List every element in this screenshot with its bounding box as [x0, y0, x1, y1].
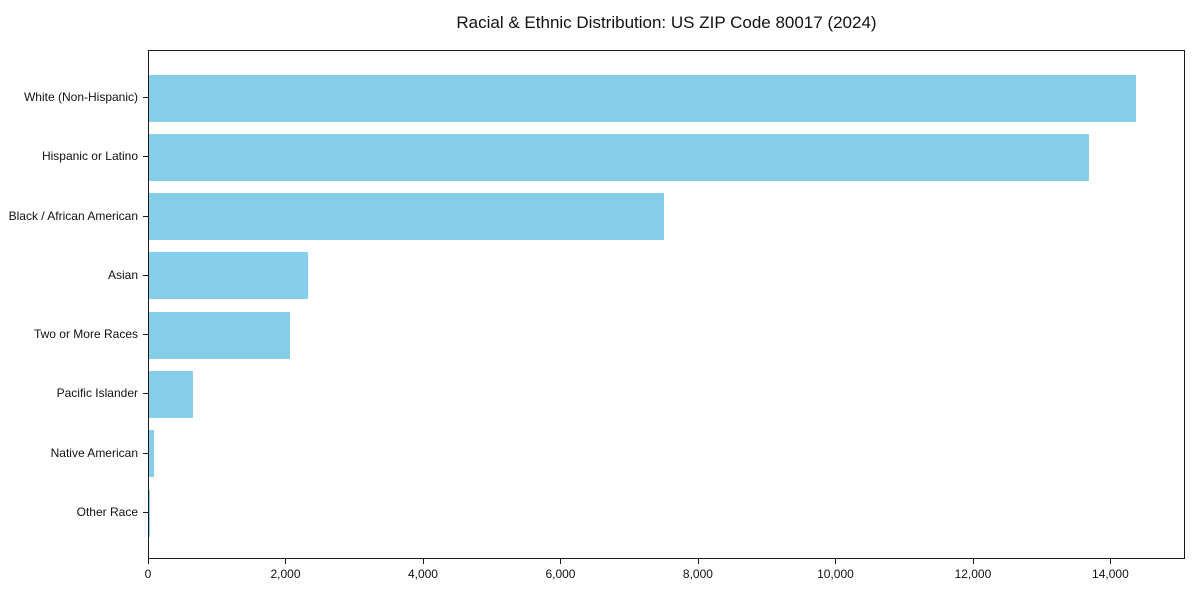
- bar-white-non-hispanic: [149, 74, 1136, 122]
- y-tick-label: Hispanic or Latino: [41, 149, 138, 164]
- x-tick-mark: [148, 559, 149, 564]
- x-tick-mark: [697, 559, 699, 564]
- y-tick-label: Pacific Islander: [56, 386, 138, 401]
- x-tick-label: 2,000: [270, 567, 301, 581]
- y-tick-label: Two or More Races: [33, 327, 138, 342]
- x-tick-mark: [560, 559, 562, 564]
- x-tick-label: 4,000: [407, 567, 438, 581]
- x-tick-label: 12,000: [954, 567, 992, 581]
- y-tick-mark: [143, 97, 148, 98]
- bar-asian: [149, 252, 308, 300]
- bar-native-american: [149, 430, 155, 478]
- x-tick-mark: [285, 559, 287, 564]
- x-tick-label: 0: [144, 567, 152, 581]
- x-tick-mark: [835, 559, 837, 564]
- x-tick-label: 6,000: [545, 567, 576, 581]
- plot-area: [148, 50, 1185, 559]
- bar-other-race: [149, 489, 151, 537]
- y-tick-label: White (Non-Hispanic): [23, 90, 138, 104]
- y-tick-mark: [143, 156, 148, 158]
- y-tick-label: Black / African American: [8, 208, 138, 223]
- bar-hispanic-or-latino: [149, 133, 1089, 181]
- x-tick-mark: [972, 559, 974, 564]
- y-tick-label: Native American: [50, 445, 138, 460]
- y-tick-mark: [143, 215, 148, 217]
- bar-pacific-islander: [149, 370, 194, 418]
- y-tick-label: Other Race: [76, 505, 138, 519]
- y-tick-mark: [143, 452, 148, 454]
- y-tick-label: Asian: [107, 267, 138, 282]
- x-tick-label: 10,000: [817, 567, 854, 581]
- bar-two-or-more-races: [149, 311, 291, 359]
- x-tick-mark: [1110, 559, 1112, 564]
- bar-black-african-american: [149, 193, 664, 241]
- x-tick-mark: [422, 559, 424, 564]
- y-tick-mark: [143, 334, 148, 336]
- x-tick-label: 14,000: [1092, 567, 1129, 581]
- y-tick-mark: [143, 512, 148, 513]
- x-tick-label: 8,000: [682, 567, 713, 581]
- y-tick-mark: [143, 393, 148, 395]
- y-tick-mark: [143, 274, 148, 276]
- chart-title: Racial & Ethnic Distribution: US ZIP Cod…: [456, 13, 877, 32]
